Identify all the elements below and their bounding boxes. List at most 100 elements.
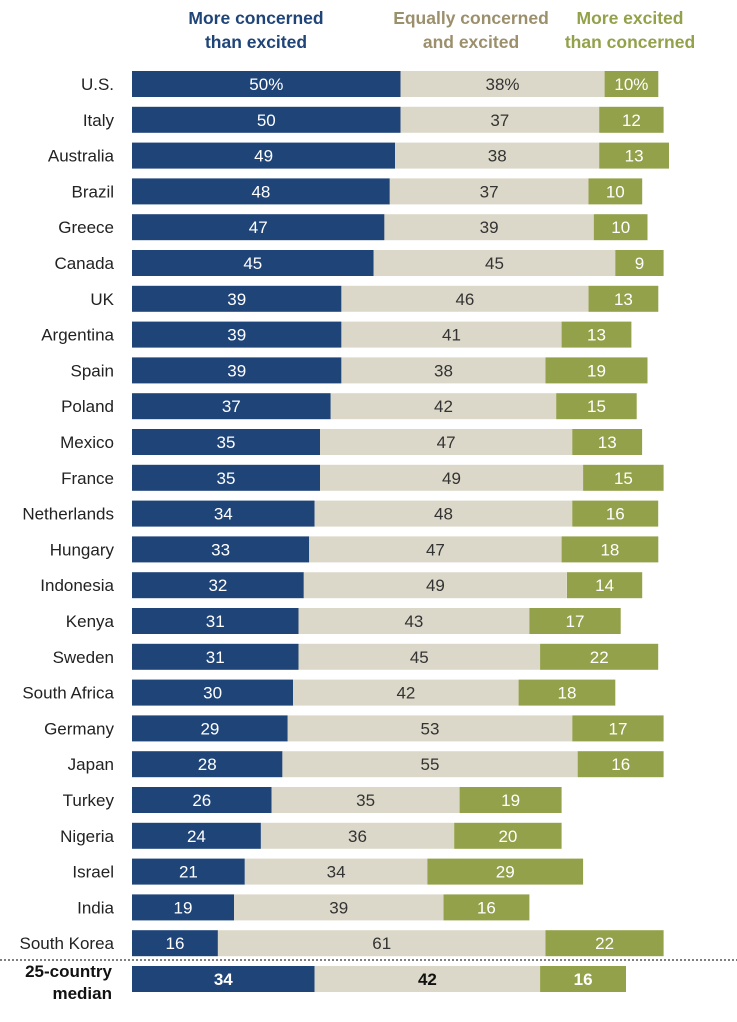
data-label-4-2: 10 <box>611 218 630 237</box>
bar-segment-23-1 <box>234 894 444 921</box>
country-label-13: Hungary <box>50 540 115 559</box>
bar-segment-6-2 <box>588 285 659 312</box>
data-label-14-1: 49 <box>426 576 445 595</box>
bar-segment-20-2 <box>459 787 562 813</box>
data-label-5-2: 9 <box>635 254 644 273</box>
bar-segment-12-0 <box>132 500 315 527</box>
data-label-3-2: 10 <box>606 182 625 201</box>
bar-segment-12-2 <box>572 500 659 527</box>
data-label-22-0: 21 <box>179 863 198 882</box>
bar-segment-9-2 <box>556 393 637 420</box>
bar-segment-11-1 <box>320 464 584 491</box>
legend-line2-1: and excited <box>422 32 520 52</box>
bar-segment-11-2 <box>583 464 664 491</box>
country-label-21: Nigeria <box>60 827 114 846</box>
data-label-22-1: 34 <box>327 863 346 882</box>
bar-segment-0-0 <box>132 71 401 97</box>
bar-segment-15-0 <box>132 608 299 634</box>
bar-segment-20-1 <box>271 787 460 813</box>
data-label-12-0: 34 <box>214 505 233 524</box>
bar-segment-5-2 <box>615 250 664 276</box>
country-label-1: Italy <box>83 111 115 130</box>
data-label-0-2: 10% <box>614 75 648 94</box>
bar-segment-22-2 <box>427 858 584 885</box>
bar-segment-22-0 <box>132 858 245 885</box>
bar-segment-0-2 <box>604 71 659 97</box>
data-label-16-2: 22 <box>590 648 609 667</box>
data-label-8-1: 38 <box>434 361 453 380</box>
bar-segment-1-0 <box>132 106 401 133</box>
bar-segment-17-0 <box>132 679 294 706</box>
legend-line1-0: More concerned <box>188 8 324 28</box>
legend-item-1: Equally concerned and excited <box>381 6 561 54</box>
data-label-10-2: 13 <box>598 433 617 452</box>
data-label-10-1: 47 <box>437 433 456 452</box>
bar-segment-2-2 <box>599 142 669 169</box>
data-label-6-0: 39 <box>227 290 246 309</box>
data-label-12-2: 16 <box>606 505 625 524</box>
data-label-11-2: 15 <box>614 469 633 488</box>
median-bar-segment-2 <box>540 966 626 992</box>
bar-segment-13-1 <box>309 536 562 563</box>
country-label-24: South Korea <box>19 934 114 953</box>
bar-segment-18-0 <box>132 715 288 742</box>
bar-segment-16-1 <box>298 643 541 670</box>
bar-segment-7-2 <box>561 321 632 348</box>
country-label-9: Poland <box>61 397 114 416</box>
data-label-23-1: 39 <box>329 898 348 917</box>
bar-segment-2-1 <box>395 142 600 169</box>
bar-segment-6-1 <box>341 285 589 312</box>
bar-segment-4-2 <box>593 214 648 241</box>
bar-segment-16-0 <box>132 643 299 670</box>
bar-segment-8-1 <box>341 357 546 384</box>
data-label-11-0: 35 <box>217 469 236 488</box>
median-bar-segment-1 <box>314 966 541 992</box>
bar-segment-20-0 <box>132 787 272 813</box>
country-label-17: South Africa <box>22 684 114 703</box>
data-label-4-0: 47 <box>249 218 268 237</box>
data-label-0-0: 50% <box>249 75 283 94</box>
median-data-label-2: 16 <box>574 970 593 989</box>
data-label-21-0: 24 <box>187 827 206 846</box>
country-label-18: Germany <box>44 719 114 738</box>
data-label-19-2: 16 <box>611 755 630 774</box>
bar-segment-6-0 <box>132 285 342 312</box>
data-label-10-0: 35 <box>217 433 236 452</box>
bar-segment-19-1 <box>282 751 578 778</box>
bar-segment-9-0 <box>132 393 331 420</box>
data-label-9-2: 15 <box>587 397 606 416</box>
country-label-15: Kenya <box>66 612 115 631</box>
bar-segment-23-0 <box>132 894 234 921</box>
legend-line2-2: than concerned <box>564 32 696 52</box>
bar-segment-18-1 <box>287 715 573 742</box>
bar-segment-15-1 <box>298 608 530 634</box>
bar-segment-1-2 <box>599 106 664 133</box>
bar-segment-17-2 <box>518 679 616 706</box>
bar-segment-12-1 <box>314 500 573 527</box>
country-label-11: France <box>61 469 114 488</box>
data-label-12-1: 48 <box>434 505 453 524</box>
data-label-5-0: 45 <box>243 254 262 273</box>
data-label-17-0: 30 <box>203 684 222 703</box>
data-label-3-1: 37 <box>480 182 499 201</box>
bar-segment-22-1 <box>244 858 428 885</box>
bar-segment-3-2 <box>588 178 643 205</box>
data-label-9-1: 42 <box>434 397 453 416</box>
median-data-label-0: 34 <box>214 970 233 989</box>
data-label-18-1: 53 <box>421 719 440 738</box>
data-label-19-0: 28 <box>198 755 217 774</box>
country-label-14: Indonesia <box>40 576 114 595</box>
data-label-13-2: 18 <box>600 540 619 559</box>
data-label-20-2: 19 <box>501 791 520 810</box>
bar-segment-3-0 <box>132 178 390 205</box>
bar-segment-8-0 <box>132 357 342 384</box>
country-label-12: Netherlands <box>22 505 114 524</box>
data-label-13-0: 33 <box>211 540 230 559</box>
data-label-21-2: 20 <box>498 827 517 846</box>
bar-segment-4-0 <box>132 214 385 241</box>
data-label-23-2: 16 <box>477 898 496 917</box>
legend-line2-0: than excited <box>204 32 308 52</box>
bar-segment-3-1 <box>389 178 589 205</box>
bar-segment-21-1 <box>260 822 455 849</box>
bar-segment-21-0 <box>132 822 261 849</box>
